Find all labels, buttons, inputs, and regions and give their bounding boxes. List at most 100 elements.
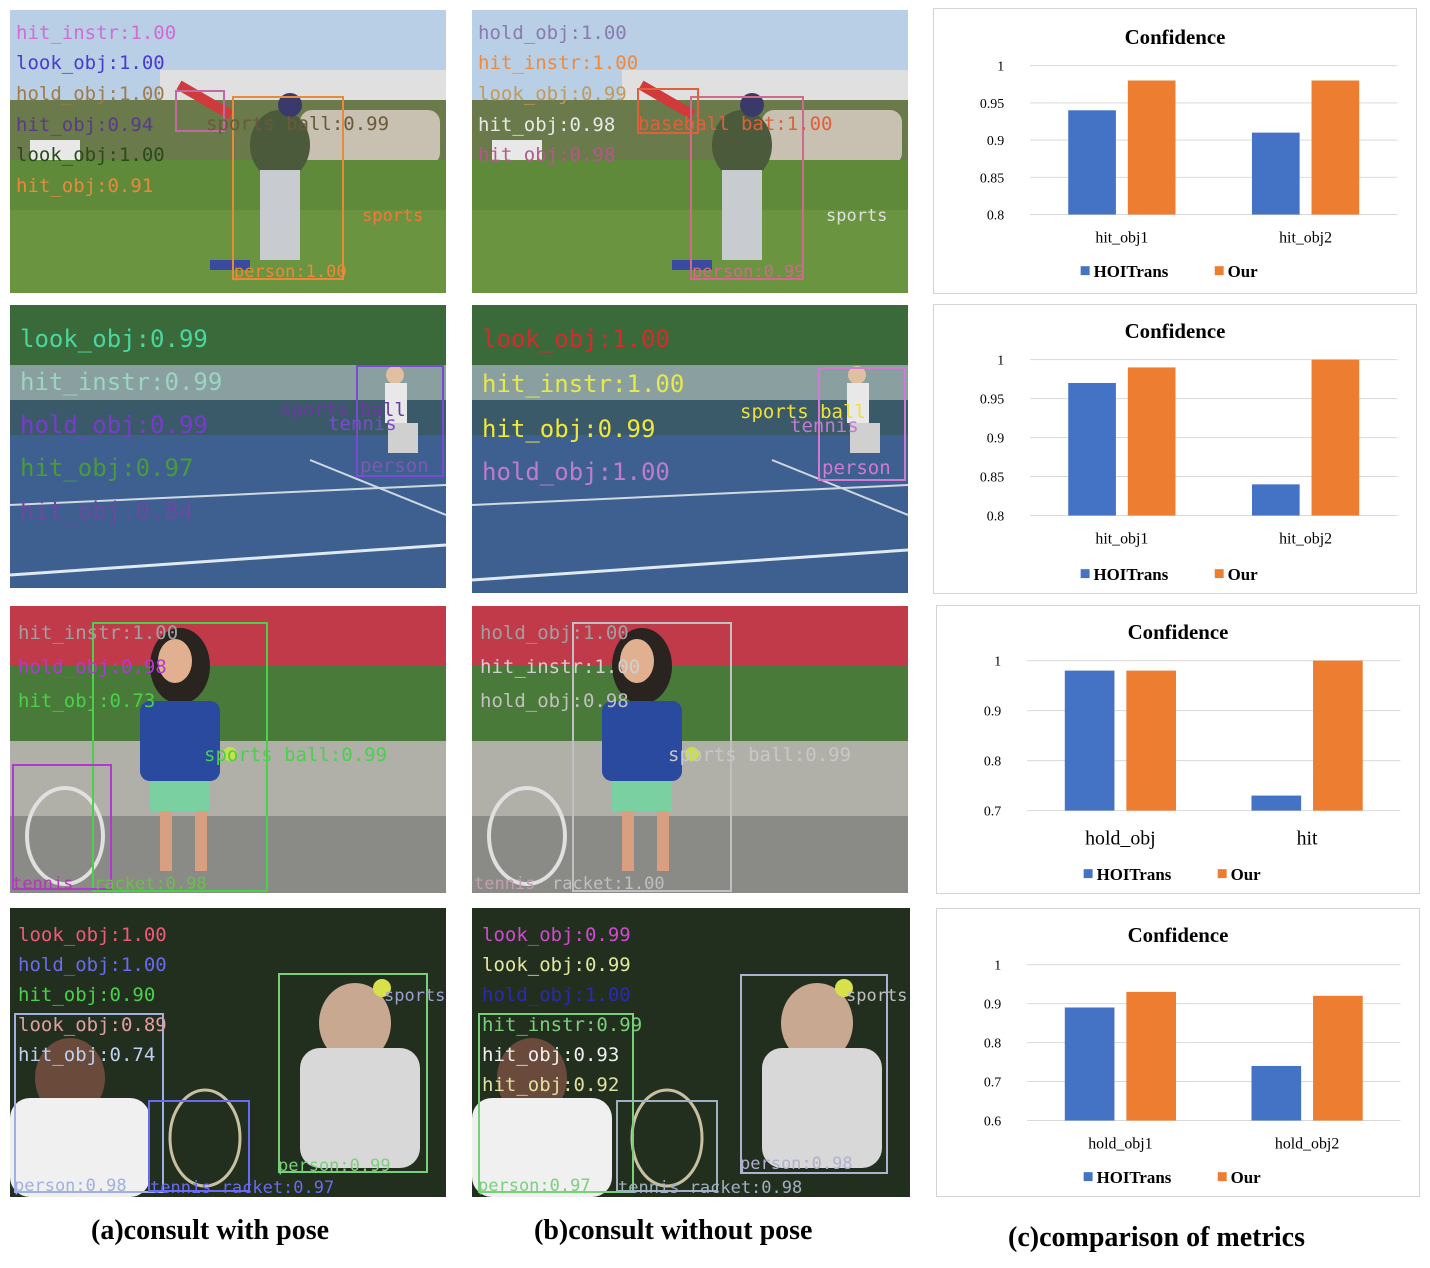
person-box — [232, 96, 344, 280]
det-label: look_obj:0.99 — [20, 325, 208, 353]
y-tick-label: 0.9 — [984, 705, 1001, 720]
y-tick-label: 0.9 — [984, 998, 1001, 1013]
det-label: hit_obj:0.73 — [18, 690, 156, 712]
racket-box — [148, 1100, 250, 1192]
chart-title: Confidence — [1128, 620, 1229, 644]
girl-tennis-scene — [10, 606, 446, 893]
bar — [1126, 670, 1177, 811]
det-label: baseball bat:1.00 — [638, 113, 833, 135]
det-label: sports — [846, 986, 908, 1006]
caption-b: (b)consult without pose — [534, 1215, 813, 1246]
y-tick-label: 0.7 — [984, 1076, 1001, 1091]
det-label: look_obj:0.99 — [482, 924, 631, 946]
det-label: sports ball:0.99 — [668, 744, 852, 766]
legend-swatch — [1083, 869, 1093, 879]
det-label: sports ball — [280, 399, 406, 421]
det-label: hold_obj:0.98 — [480, 690, 629, 712]
y-tick-label: 0.7 — [984, 805, 1001, 820]
det-label: hit_obj:0.93 — [482, 1044, 620, 1066]
caption-c: (c)comparison of metrics — [1008, 1222, 1306, 1253]
y-tick-label: 0.8 — [984, 755, 1001, 770]
photo-players-with-pose: look_obj:1.00 hold_obj:1.00 hit_obj:0.90… — [10, 908, 446, 1197]
y-tick-label: 0.85 — [980, 171, 1004, 186]
x-tick-label: hit_obj2 — [1279, 530, 1332, 547]
det-label: tennis — [474, 874, 536, 893]
racket-box — [12, 764, 112, 890]
det-label: tennis — [790, 415, 859, 437]
bar — [1068, 110, 1116, 215]
person-box — [818, 367, 906, 481]
det-label: person:0.99 — [692, 262, 805, 282]
legend-swatch — [1214, 266, 1224, 276]
det-label: hit_instr:1.00 — [482, 370, 685, 398]
girl-tennis-scene — [472, 606, 908, 893]
x-tick-label: hold_obj2 — [1275, 1135, 1339, 1152]
chart-panel-2: Confidence 0.8 0.85 0.9 0.95 1 hit_obj1 hit_obj… — [933, 304, 1417, 594]
det-label: hold_obj:1.00 — [478, 22, 627, 44]
det-label: hold_obj:1.00 — [482, 458, 670, 486]
det-label: person:0.97 — [478, 1176, 591, 1196]
bar — [1126, 991, 1177, 1121]
legend-label: Our — [1231, 865, 1262, 884]
legend-label: HOITrans — [1097, 1168, 1172, 1187]
bar — [1251, 132, 1300, 215]
x-tick-label: hit_obj1 — [1095, 530, 1148, 547]
bar — [1064, 1007, 1115, 1121]
det-label: racket:1.00 — [552, 874, 665, 893]
person-box — [278, 973, 428, 1173]
det-label: look_obj:1.00 — [16, 144, 165, 166]
det-label: hit_obj:0.92 — [482, 1074, 620, 1096]
person-box — [478, 1013, 634, 1193]
chart-panel-4: Confidence 0.6 0.7 0.8 0.9 1 hold_obj1 hold_obj… — [936, 908, 1420, 1197]
det-label: hit_obj:0.84 — [20, 497, 194, 525]
bar — [1313, 660, 1363, 811]
det-label: hit_obj:0.94 — [16, 114, 154, 136]
det-label: sports ball:0.99 — [204, 744, 388, 766]
person-box — [356, 365, 444, 477]
det-label: hit_instr:0.99 — [20, 368, 223, 396]
y-tick-label: 0.85 — [980, 471, 1004, 486]
bar — [1251, 1065, 1302, 1121]
det-label: hit_obj:0.74 — [18, 1044, 156, 1066]
det-label: sports ball:0.99 — [206, 113, 390, 135]
y-tick-label: 0.8 — [987, 510, 1004, 525]
y-tick-label: 0.95 — [980, 97, 1004, 112]
y-tick-label: 0.8 — [987, 209, 1004, 224]
bar — [1311, 359, 1360, 516]
players-scene — [10, 908, 446, 1197]
det-label: sports — [826, 206, 888, 226]
det-label: hit_obj:0.98 — [478, 144, 616, 166]
confidence-bar-chart: Confidence 0.7 0.8 0.9 1 hold_obj hit HOITrans O… — [984, 620, 1401, 884]
photo-tennis-court-with-pose: look_obj:0.99 hit_instr:0.99 hold_obj:0.… — [10, 305, 446, 588]
person-box — [572, 622, 732, 892]
y-tick-label: 0.95 — [980, 393, 1004, 408]
person-box — [690, 96, 804, 280]
det-label: look_obj:1.00 — [18, 924, 167, 946]
y-tick-label: 1 — [994, 655, 1001, 670]
det-label: sports ball — [740, 401, 866, 423]
x-tick-label: hit_obj2 — [1279, 229, 1332, 246]
confidence-bar-chart: Confidence 0.8 0.85 0.9 0.95 1 hit_obj1 hit_obj… — [980, 25, 1398, 281]
x-tick-label: hold_obj — [1085, 827, 1156, 849]
chart-panel-3: Confidence 0.7 0.8 0.9 1 hold_obj hit HOITrans O… — [936, 605, 1420, 894]
x-tick-label: hold_obj1 — [1088, 1135, 1152, 1152]
photo-girl-without-pose: hold_obj:1.00 hit_instr:1.00 hold_obj:0.… — [472, 606, 908, 893]
legend-label: HOITrans — [1094, 262, 1169, 281]
legend-swatch — [1217, 1172, 1227, 1182]
y-tick-label: 0.9 — [987, 134, 1004, 149]
bar — [1127, 367, 1176, 516]
det-label: hit_obj:0.91 — [16, 175, 154, 197]
bar — [1311, 80, 1360, 215]
det-label: look_obj:1.00 — [482, 325, 670, 353]
det-label: hold_obj:1.00 — [18, 954, 167, 976]
det-label: hold_obj:0.98 — [18, 656, 167, 678]
bar — [1068, 383, 1116, 516]
y-tick-label: 1 — [997, 354, 1004, 369]
legend-label: Our — [1231, 1168, 1262, 1187]
det-label: tennis racket:0.98 — [618, 1178, 803, 1197]
racket-box — [616, 1100, 718, 1192]
det-label: hit_obj:0.99 — [482, 415, 656, 443]
x-tick-label: hit — [1297, 827, 1318, 849]
det-label: tennis racket:0.97 — [150, 1178, 335, 1197]
det-label: person:0.98 — [740, 1154, 853, 1174]
